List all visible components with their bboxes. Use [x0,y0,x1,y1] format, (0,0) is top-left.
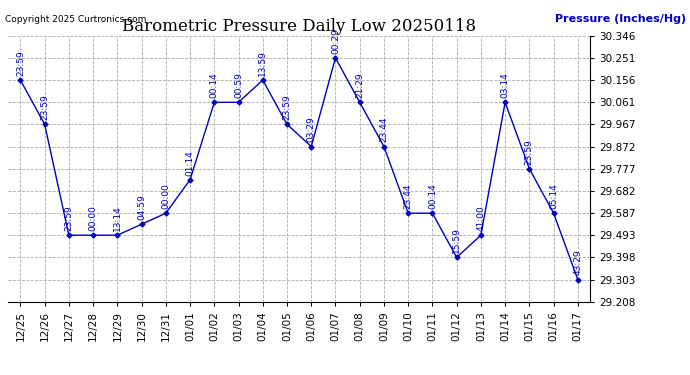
Text: 00:14: 00:14 [210,72,219,98]
Text: 00:59: 00:59 [234,72,243,98]
Text: 00:29: 00:29 [331,28,340,54]
Text: 21:29: 21:29 [355,72,364,98]
Text: Pressure (Inches/Hg): Pressure (Inches/Hg) [555,13,686,24]
Text: 05:14: 05:14 [549,183,558,209]
Text: Copyright 2025 Curtronics.com: Copyright 2025 Curtronics.com [6,15,147,24]
Text: 13:14: 13:14 [113,205,122,231]
Text: 00:00: 00:00 [161,183,170,209]
Text: 41:00: 41:00 [476,205,485,231]
Text: 23:59: 23:59 [40,94,49,120]
Text: 23:59: 23:59 [16,50,25,76]
Text: 23:44: 23:44 [380,117,388,142]
Text: 23:59: 23:59 [282,94,291,120]
Text: 23:59: 23:59 [525,139,534,165]
Text: 00:00: 00:00 [88,205,97,231]
Text: 03:29: 03:29 [307,117,316,142]
Text: 13:59: 13:59 [258,50,267,76]
Text: 43:29: 43:29 [573,250,582,276]
Text: 15:59: 15:59 [452,227,461,253]
Text: 00:14: 00:14 [428,183,437,209]
Title: Barometric Pressure Daily Low 20250118: Barometric Pressure Daily Low 20250118 [122,18,476,36]
Text: 04:59: 04:59 [137,194,146,220]
Text: 01:14: 01:14 [186,150,195,176]
Text: 23:44: 23:44 [404,183,413,209]
Text: 03:14: 03:14 [501,72,510,98]
Text: 23:59: 23:59 [64,205,73,231]
